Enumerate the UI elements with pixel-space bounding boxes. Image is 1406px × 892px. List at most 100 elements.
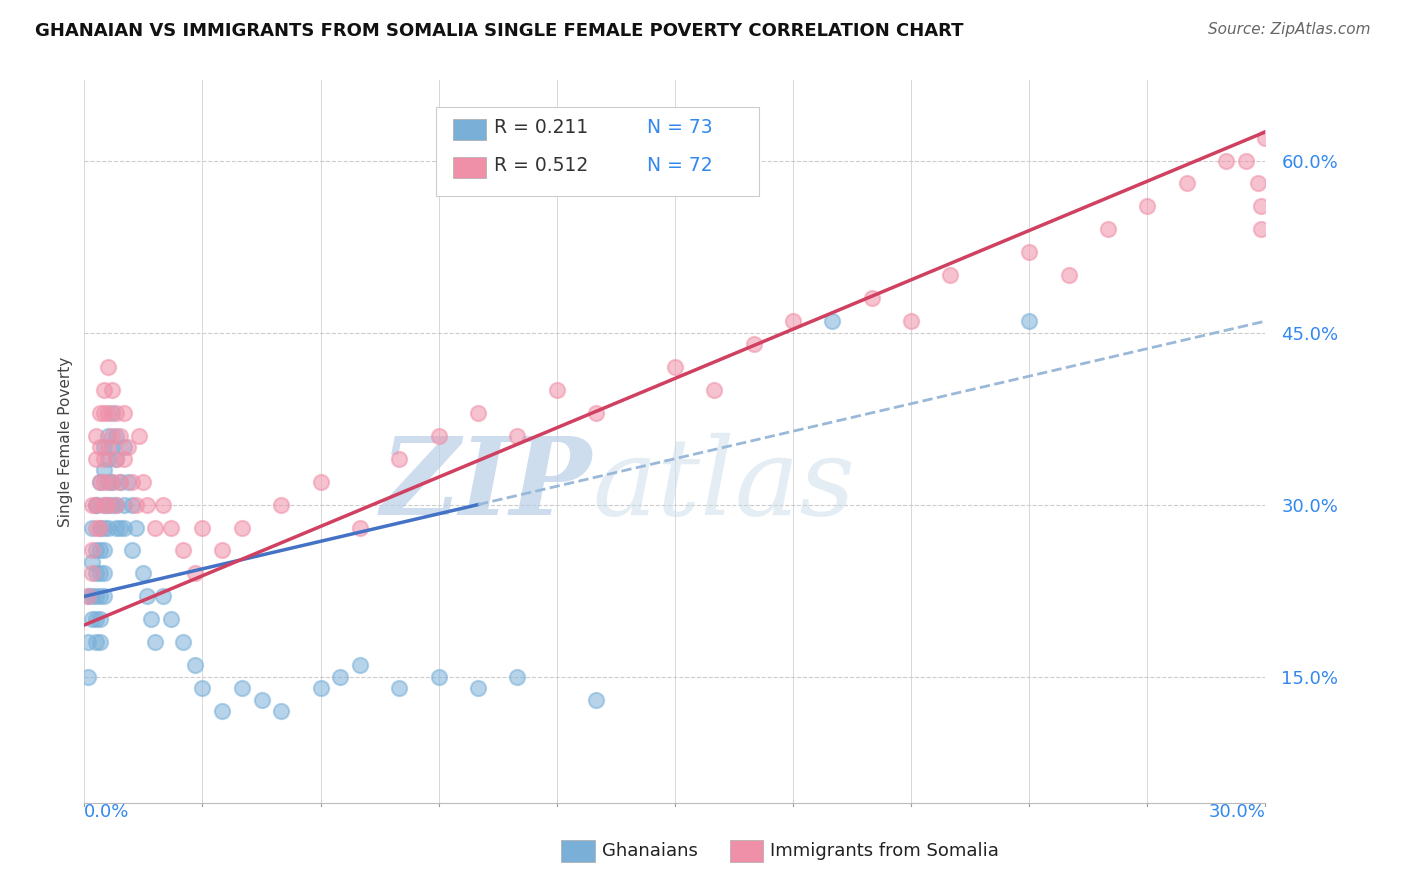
Point bbox=[104, 429, 127, 443]
Text: N = 73: N = 73 bbox=[647, 118, 713, 137]
Point bbox=[1234, 153, 1257, 168]
Point bbox=[112, 440, 135, 454]
Point bbox=[93, 543, 115, 558]
Point bbox=[1254, 130, 1277, 145]
Point bbox=[117, 475, 139, 489]
Point bbox=[172, 543, 194, 558]
Point bbox=[664, 359, 686, 374]
Point bbox=[82, 520, 104, 534]
Point bbox=[1215, 153, 1237, 168]
Point bbox=[93, 451, 115, 466]
Point bbox=[84, 590, 107, 604]
Point bbox=[89, 475, 111, 489]
Point bbox=[782, 314, 804, 328]
Point bbox=[89, 406, 111, 420]
Point bbox=[97, 406, 120, 420]
Point bbox=[329, 670, 352, 684]
Point bbox=[77, 590, 100, 604]
Point bbox=[108, 429, 131, 443]
Point bbox=[427, 670, 450, 684]
Text: 30.0%: 30.0% bbox=[1209, 803, 1265, 821]
Point bbox=[121, 498, 143, 512]
Point bbox=[89, 520, 111, 534]
Point bbox=[101, 475, 124, 489]
Point bbox=[141, 612, 163, 626]
Point bbox=[82, 498, 104, 512]
Point bbox=[82, 566, 104, 581]
Point bbox=[1136, 199, 1159, 213]
Point bbox=[585, 406, 607, 420]
Point bbox=[1250, 222, 1272, 236]
Point bbox=[77, 635, 100, 649]
Point bbox=[1250, 199, 1272, 213]
Point bbox=[104, 406, 127, 420]
Point bbox=[860, 291, 883, 305]
Point bbox=[84, 566, 107, 581]
Point bbox=[104, 520, 127, 534]
Point bbox=[84, 520, 107, 534]
Point bbox=[84, 451, 107, 466]
Point bbox=[93, 463, 115, 477]
Point bbox=[82, 543, 104, 558]
Point bbox=[191, 681, 214, 695]
Point bbox=[121, 475, 143, 489]
Point bbox=[104, 498, 127, 512]
Point bbox=[1175, 177, 1198, 191]
Point bbox=[101, 383, 124, 397]
Point bbox=[388, 451, 411, 466]
Text: Immigrants from Somalia: Immigrants from Somalia bbox=[770, 842, 1000, 860]
Text: ZIP: ZIP bbox=[381, 432, 592, 538]
Point bbox=[97, 520, 120, 534]
Point bbox=[309, 475, 332, 489]
Point bbox=[84, 612, 107, 626]
Point bbox=[89, 635, 111, 649]
Point bbox=[143, 520, 166, 534]
Text: R = 0.512: R = 0.512 bbox=[494, 156, 588, 176]
Point bbox=[349, 520, 371, 534]
Point bbox=[101, 498, 124, 512]
Point bbox=[101, 429, 124, 443]
Point bbox=[124, 520, 146, 534]
Point bbox=[546, 383, 568, 397]
Point bbox=[231, 681, 253, 695]
Point bbox=[93, 440, 115, 454]
Point bbox=[97, 451, 120, 466]
Point bbox=[349, 658, 371, 673]
Point bbox=[1018, 314, 1040, 328]
Point bbox=[93, 498, 115, 512]
Point bbox=[82, 612, 104, 626]
Point bbox=[1018, 245, 1040, 260]
Point bbox=[89, 612, 111, 626]
Text: 0.0%: 0.0% bbox=[84, 803, 129, 821]
Point bbox=[703, 383, 725, 397]
Point bbox=[77, 590, 100, 604]
Point bbox=[93, 498, 115, 512]
Text: Source: ZipAtlas.com: Source: ZipAtlas.com bbox=[1208, 22, 1371, 37]
Point bbox=[93, 520, 115, 534]
Point bbox=[93, 383, 115, 397]
Point bbox=[112, 520, 135, 534]
Point bbox=[112, 406, 135, 420]
Point bbox=[191, 520, 214, 534]
Point bbox=[211, 543, 233, 558]
Point bbox=[821, 314, 844, 328]
Point bbox=[112, 451, 135, 466]
Point bbox=[270, 704, 292, 718]
Point bbox=[388, 681, 411, 695]
Point bbox=[84, 543, 107, 558]
Point bbox=[93, 566, 115, 581]
Point bbox=[506, 429, 529, 443]
Point bbox=[101, 406, 124, 420]
Point bbox=[108, 475, 131, 489]
Point bbox=[160, 612, 183, 626]
Y-axis label: Single Female Poverty: Single Female Poverty bbox=[58, 357, 73, 526]
Point bbox=[82, 555, 104, 569]
Point bbox=[124, 498, 146, 512]
Point bbox=[585, 692, 607, 706]
Point bbox=[117, 440, 139, 454]
Point bbox=[939, 268, 962, 283]
Point bbox=[467, 681, 489, 695]
Point bbox=[427, 429, 450, 443]
Point bbox=[136, 498, 159, 512]
Point bbox=[101, 440, 124, 454]
